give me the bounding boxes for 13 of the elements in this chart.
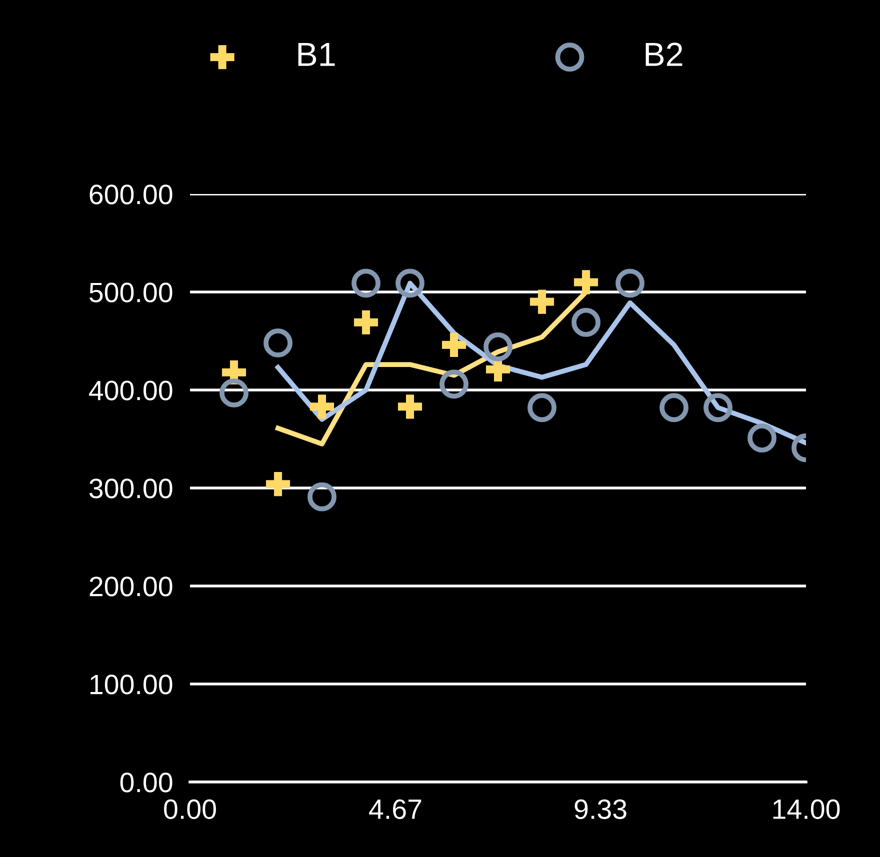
legend-label: B2	[646, 42, 682, 66]
y-tick-label: 600.00	[90, 184, 172, 204]
y-tick-label: 400.00	[89, 380, 172, 400]
x-tick-label: 4.67	[369, 799, 422, 820]
x-tick-label: 0.00	[164, 799, 216, 820]
y-tick-label: 300.00	[89, 478, 172, 498]
y-tick-label: 500.00	[89, 282, 172, 302]
y-tick-label: 0.00	[120, 772, 172, 792]
y-tick-label: 100.00	[90, 674, 172, 694]
x-tick-label: 14.00	[773, 799, 840, 820]
legend-label: B1	[298, 42, 335, 66]
x-tick-label: 9.33	[574, 799, 626, 820]
y-tick-label: 200.00	[90, 576, 172, 596]
